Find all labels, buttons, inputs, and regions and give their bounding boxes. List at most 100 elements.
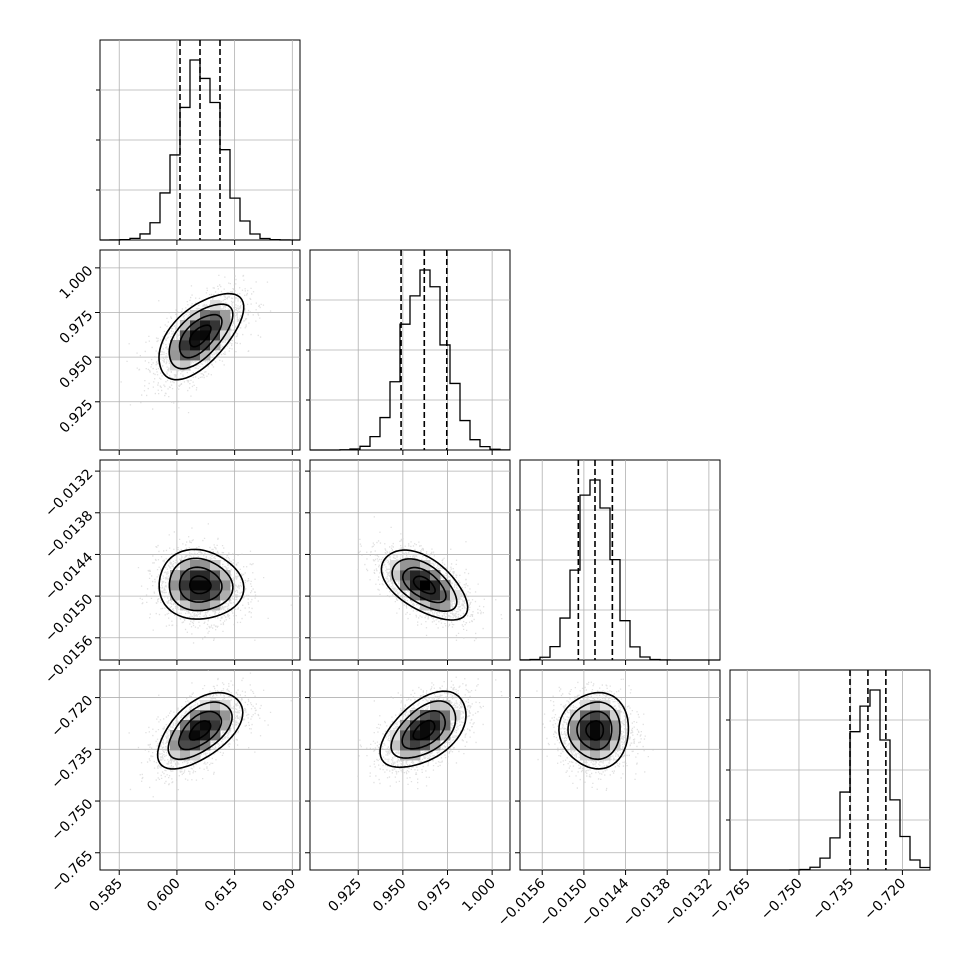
density-cell xyxy=(220,320,231,331)
density-cell xyxy=(590,750,601,761)
density-cell xyxy=(190,580,201,591)
density-cell xyxy=(570,710,581,721)
density-cell xyxy=(210,340,221,351)
density-cell xyxy=(400,720,411,731)
histogram-2 xyxy=(520,479,720,661)
density-cell xyxy=(420,710,431,721)
scatter-layer xyxy=(120,268,272,414)
density-cell xyxy=(400,740,411,751)
contour-0 xyxy=(189,575,212,595)
density-cell xyxy=(210,330,221,341)
density-cell xyxy=(180,750,191,761)
density-cell xyxy=(200,310,211,321)
y-tick-label: −0.750 xyxy=(48,796,96,844)
density-cell xyxy=(590,710,601,721)
density-cell xyxy=(210,700,221,711)
density-cell xyxy=(600,700,611,711)
x-tick-label: 1.000 xyxy=(459,876,499,916)
density-cell xyxy=(210,590,221,601)
density-cell xyxy=(200,570,211,581)
density-cell xyxy=(170,590,181,601)
density-cell xyxy=(590,730,601,741)
contour-0 xyxy=(188,720,212,741)
contour-3 xyxy=(379,690,467,769)
density-cell xyxy=(440,700,451,711)
y-tick-label: 0.950 xyxy=(57,352,97,392)
y-tick-label: −0.765 xyxy=(48,848,96,896)
y-tick-label: −0.720 xyxy=(48,693,96,741)
density-cell xyxy=(180,340,191,351)
density-cell xyxy=(590,720,601,731)
density-cell xyxy=(610,720,621,731)
density-cell xyxy=(170,340,181,351)
density-cell xyxy=(180,570,191,581)
hist-panel-3: −0.765 −0.750 −0.735 −0.720 xyxy=(706,669,931,924)
x-tick-label: −0.735 xyxy=(810,876,858,924)
density-cell xyxy=(170,740,181,751)
density-cell xyxy=(170,730,181,741)
density-cell xyxy=(200,330,211,341)
density-cell xyxy=(220,590,231,601)
density-cell xyxy=(430,740,441,751)
density-cell xyxy=(610,710,621,721)
contour-1 xyxy=(401,566,447,604)
density-cell xyxy=(420,730,431,741)
contour-2 xyxy=(168,303,234,370)
x-tick-label: −0.720 xyxy=(861,876,909,924)
density-cell xyxy=(190,330,201,341)
density-cell xyxy=(220,310,231,321)
axes-frame xyxy=(309,669,511,871)
density-cell xyxy=(180,740,191,751)
scatter-panel-3-0: −0.765−0.750−0.735−0.720 0.585 0.600 0.615 0… xyxy=(48,669,301,916)
scatter-panel-2-1 xyxy=(305,459,511,665)
contour-2 xyxy=(391,558,458,612)
contour-3 xyxy=(558,691,630,770)
density-cell xyxy=(430,580,441,591)
y-tick-label: 0.925 xyxy=(57,397,97,437)
density-cell xyxy=(180,600,191,611)
contour-0 xyxy=(412,575,436,595)
density-cell xyxy=(190,560,201,571)
hist-panel-2 xyxy=(516,459,721,665)
contour-1 xyxy=(178,313,223,359)
density-cell xyxy=(390,740,401,751)
x-tick-label: 0.615 xyxy=(202,876,242,916)
axes-frame xyxy=(519,669,721,871)
contour-1 xyxy=(177,710,223,751)
density-cell xyxy=(200,600,211,611)
density-cell xyxy=(410,710,421,721)
density-cell xyxy=(400,560,411,571)
density-cell xyxy=(410,750,421,761)
density-cell xyxy=(190,340,201,351)
density-cell xyxy=(390,570,401,581)
density-cell xyxy=(200,560,211,571)
density-cell xyxy=(420,560,431,571)
density-cell xyxy=(610,740,621,751)
density-cell xyxy=(180,580,191,591)
density-cell xyxy=(180,560,191,571)
density-cell xyxy=(420,720,431,731)
x-tick-label: −0.765 xyxy=(706,876,754,924)
x-tick-label: 0.975 xyxy=(415,876,455,916)
y-tick-label: 0.975 xyxy=(57,308,97,348)
density-cell xyxy=(180,720,191,731)
density-cell xyxy=(190,600,201,611)
density-cell xyxy=(400,730,411,741)
density-cell xyxy=(210,600,221,611)
scatter-points xyxy=(536,678,654,791)
density-cell xyxy=(410,560,421,571)
density-cell xyxy=(200,700,211,711)
scatter-panel-3-2: −0.0156−0.0150−0.0144−0.0138−0.0132 xyxy=(495,669,721,930)
scatter-layer xyxy=(137,523,292,644)
density-cell xyxy=(210,580,221,591)
density-cell xyxy=(200,350,211,361)
scatter-panel-2-0: −0.0156−0.0150−0.0144−0.0138−0.0132 xyxy=(42,459,301,687)
density-cell xyxy=(200,340,211,351)
density-cell xyxy=(600,730,611,741)
scatter-layer xyxy=(357,516,503,642)
density-cell xyxy=(190,730,201,741)
density-cell xyxy=(400,570,411,581)
density-cell xyxy=(440,580,451,591)
contour-3 xyxy=(156,691,244,770)
